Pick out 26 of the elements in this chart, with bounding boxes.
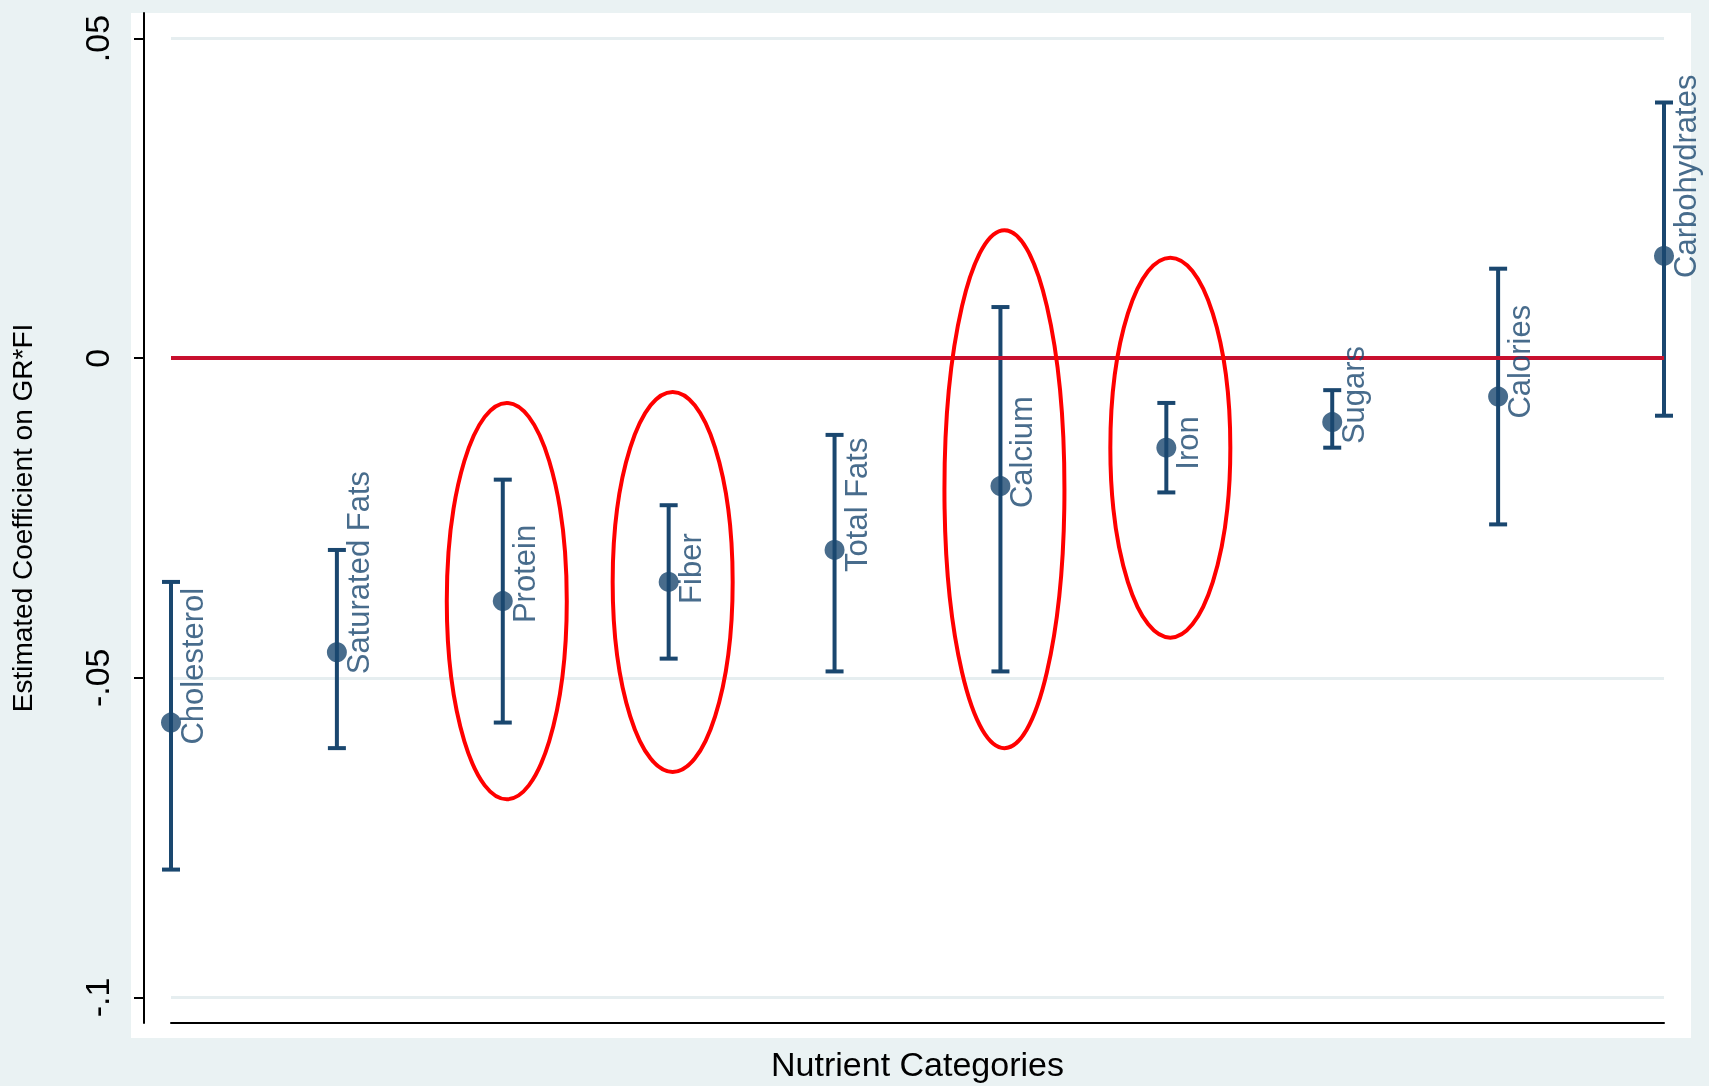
x-axis-title: Nutrient Categories xyxy=(771,1045,1064,1083)
point xyxy=(1488,386,1509,407)
point xyxy=(1156,437,1177,458)
point xyxy=(990,476,1011,497)
x-tick-label: Total Fats xyxy=(838,437,874,572)
x-tick-label: Fiber xyxy=(672,533,708,604)
y-axis-title: Estimated Coefficient on GR*FI xyxy=(6,323,38,713)
point xyxy=(492,591,513,612)
x-tick-label: Carbohydrates xyxy=(1668,74,1703,278)
x-tick-label: Calcium xyxy=(1004,396,1040,509)
point xyxy=(161,712,181,733)
y-tick-label: 0 xyxy=(78,348,116,368)
x-tick-label: Protein xyxy=(506,524,542,624)
point xyxy=(1322,412,1343,433)
x-tick-label: Sugars xyxy=(1336,345,1372,445)
point xyxy=(658,571,679,592)
x-tick-label: Iron xyxy=(1170,416,1206,470)
y-tick-label: -.1 xyxy=(78,977,116,1018)
point xyxy=(824,539,845,560)
y-tick-label: .05 xyxy=(78,14,116,63)
point xyxy=(326,642,347,663)
x-tick-label: Cholesterol xyxy=(175,587,210,745)
y-tick-label: -.05 xyxy=(78,648,116,708)
point xyxy=(1654,245,1674,266)
x-tick-label: Calories xyxy=(1502,304,1538,419)
x-tick-label: Saturated Fats xyxy=(340,470,376,675)
